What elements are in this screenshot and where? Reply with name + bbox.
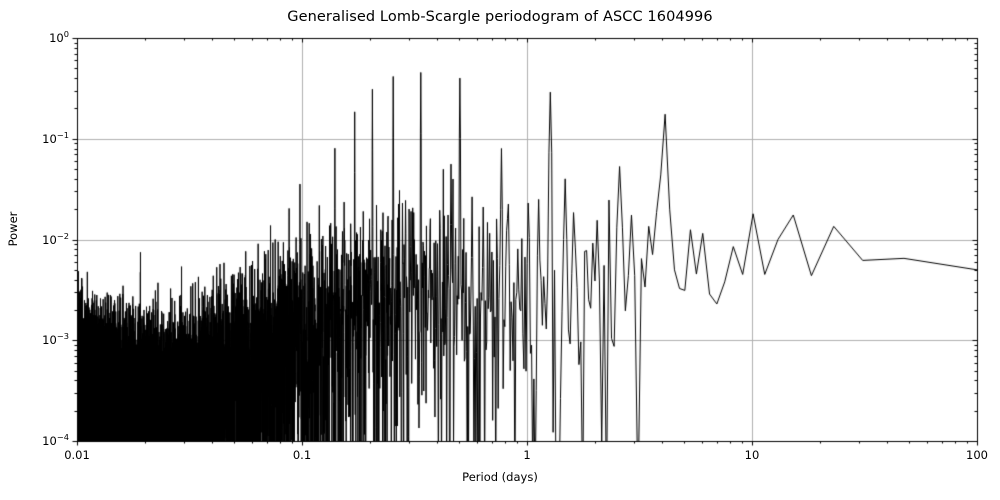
y-tick-label: 10−3 [42,331,69,348]
x-tick-label: 0.1 [292,448,312,462]
x-tick-label: 100 [966,448,988,462]
page-title: Generalised Lomb-Scargle periodogram of … [287,9,713,25]
x-tick-label: 1 [523,448,531,462]
y-tick-label: 10−4 [42,432,69,448]
y-tick-label: 10−2 [42,230,69,247]
x-tick-label: 0.01 [64,448,90,462]
x-axis-label: Period (days) [462,470,538,484]
y-tick-label: 100 [49,29,69,45]
x-tick-label: 10 [744,448,760,462]
y-tick-label: 10−1 [42,129,69,146]
y-axis-label: Power [6,211,20,247]
